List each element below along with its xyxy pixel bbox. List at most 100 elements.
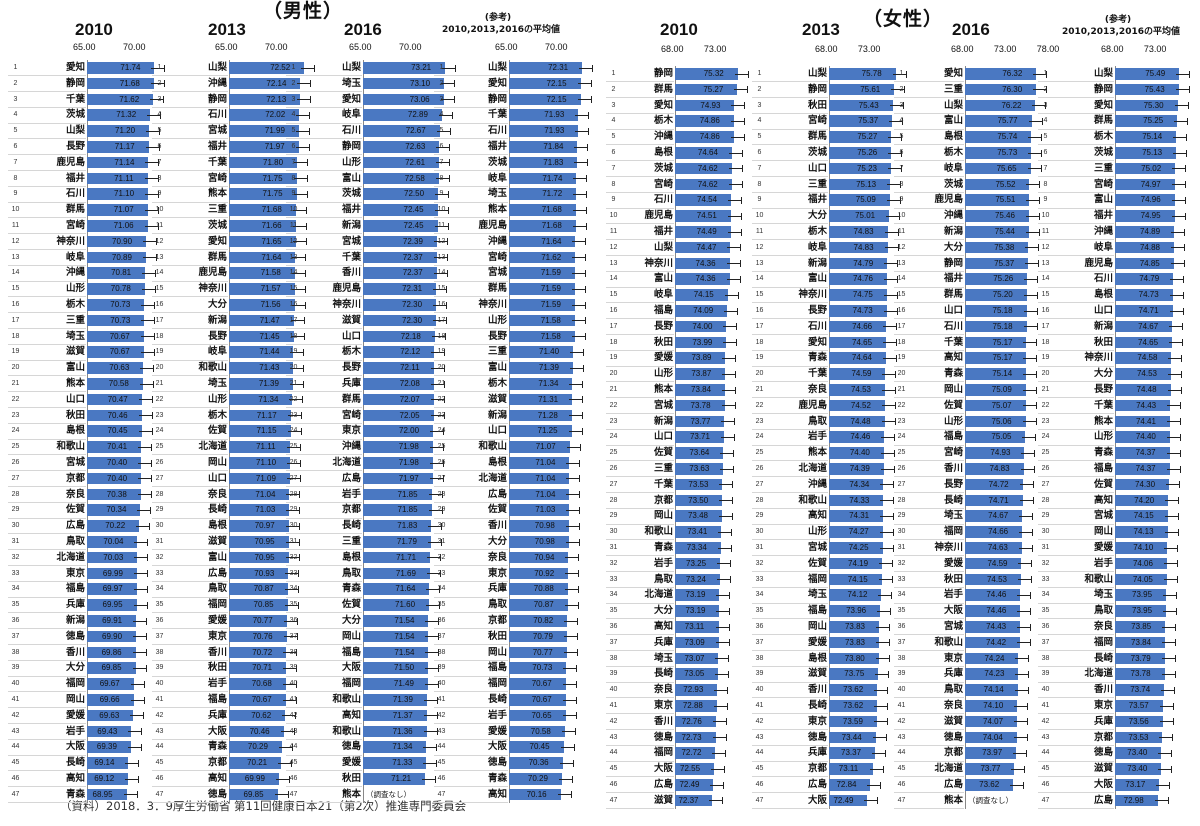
prefecture-label: 富山 bbox=[1093, 194, 1113, 206]
rank-number: 4 bbox=[899, 117, 904, 125]
prefecture-label: 和歌山 bbox=[332, 725, 361, 737]
prefecture-label: 秋田 bbox=[487, 630, 507, 642]
prefecture-label: 青森 bbox=[207, 741, 227, 753]
rank-number: 6 bbox=[899, 149, 904, 156]
bar bbox=[363, 125, 440, 137]
error-bar bbox=[565, 557, 579, 559]
row-divider bbox=[152, 754, 228, 756]
data-label: 73.63 bbox=[689, 464, 710, 473]
error-cap bbox=[138, 775, 140, 783]
data-label: 74.40 bbox=[1135, 432, 1156, 442]
rank-number: 11 bbox=[155, 222, 164, 229]
error-cap bbox=[728, 623, 730, 631]
x-tick-label: 65.00 bbox=[73, 42, 96, 52]
error-bar bbox=[730, 136, 744, 138]
data-label: 72.55 bbox=[680, 764, 701, 774]
bar-row: 42 滋賀 74.07 bbox=[894, 714, 1060, 731]
prefecture-label: 徳島 bbox=[807, 731, 827, 743]
rank-number: 8 bbox=[899, 180, 904, 188]
rank-number: 30 bbox=[155, 522, 164, 530]
prefecture-label: 徳島 bbox=[207, 788, 227, 800]
bar bbox=[229, 662, 287, 674]
bar-row: 4 富山 75.77 bbox=[894, 113, 1060, 130]
data-label: 76.32 bbox=[1002, 69, 1023, 78]
prefecture-label: 秋田 bbox=[1093, 336, 1113, 348]
data-label: 75.43 bbox=[858, 100, 879, 110]
error-cap bbox=[158, 143, 160, 151]
rank-number: 37 bbox=[609, 638, 618, 646]
error-bar bbox=[290, 336, 304, 338]
bar bbox=[87, 220, 148, 232]
bar bbox=[229, 220, 296, 232]
prefecture-label: 広島 bbox=[1093, 794, 1113, 806]
data-label: 73.77 bbox=[690, 416, 711, 426]
row-divider bbox=[434, 770, 508, 772]
data-label: 74.58 bbox=[1137, 353, 1158, 363]
error-bar bbox=[724, 310, 738, 312]
error-bar bbox=[138, 399, 152, 401]
data-label: 71.54 bbox=[394, 616, 415, 625]
error-cap bbox=[295, 696, 297, 704]
data-label: 74.88 bbox=[1139, 242, 1160, 252]
error-bar bbox=[1169, 294, 1183, 296]
error-cap bbox=[1024, 765, 1026, 773]
error-cap bbox=[163, 80, 165, 88]
prefecture-label: 佐賀 bbox=[653, 447, 673, 459]
error-cap bbox=[449, 159, 451, 167]
row-divider bbox=[606, 176, 674, 178]
rank-number: 3 bbox=[13, 95, 18, 103]
data-label: 71.80 bbox=[263, 157, 284, 167]
row-divider bbox=[434, 185, 508, 187]
data-label: 72.37 bbox=[402, 252, 423, 262]
rank-number: 11 bbox=[289, 222, 298, 229]
error-cap bbox=[725, 718, 727, 726]
row-divider bbox=[286, 691, 362, 693]
data-label: 75.74 bbox=[997, 132, 1018, 142]
data-label: 72.63 bbox=[405, 142, 426, 151]
bar-row: 19 神奈川 74.58 bbox=[1038, 350, 1200, 367]
prefecture-label: 埼玉 bbox=[807, 589, 827, 601]
rank-number: 41 bbox=[11, 696, 20, 703]
bar-row: 37 和歌山 74.42 bbox=[894, 635, 1060, 652]
bar-row: 29 岡山 73.48 bbox=[606, 508, 770, 525]
data-label: 74.89 bbox=[1140, 227, 1161, 236]
bar bbox=[229, 646, 287, 659]
error-cap bbox=[295, 712, 297, 720]
bar bbox=[675, 463, 724, 475]
bar bbox=[87, 283, 145, 295]
data-label: 70.98 bbox=[534, 521, 555, 531]
data-label: 74.41 bbox=[1135, 416, 1156, 426]
rank-number: 34 bbox=[897, 591, 906, 599]
rank-number: 26 bbox=[755, 465, 764, 472]
bar-row: 33 東京 70.92 bbox=[434, 566, 616, 582]
rank-number: 9 bbox=[157, 190, 162, 198]
prefecture-label: 長野 bbox=[207, 330, 227, 342]
bar bbox=[87, 457, 141, 469]
prefecture-label: 宮城 bbox=[65, 457, 85, 468]
rank-number: 46 bbox=[437, 775, 446, 782]
bar bbox=[229, 536, 289, 548]
error-cap bbox=[739, 260, 741, 268]
error-bar bbox=[565, 525, 579, 527]
error-bar bbox=[142, 257, 156, 259]
bar bbox=[87, 567, 137, 580]
rank-number: 20 bbox=[897, 370, 906, 378]
bar-row: 35 鳥取 73.95 bbox=[1038, 603, 1200, 620]
prefecture-label: 岡山 bbox=[207, 457, 227, 468]
bar bbox=[675, 510, 722, 522]
data-label: 71.25 bbox=[537, 426, 558, 436]
bar-row: 31 滋賀 70.95 bbox=[152, 534, 336, 551]
row-divider bbox=[606, 492, 674, 494]
prefecture-label: 奈良 bbox=[807, 384, 827, 395]
bar bbox=[675, 763, 714, 775]
bar-row: 27 広島 71.97 bbox=[286, 471, 470, 488]
bar-row: 27 千葉 73.53 bbox=[606, 477, 770, 494]
rank-number: 1 bbox=[899, 70, 904, 77]
error-bar bbox=[873, 721, 887, 723]
prefecture-label: 徳島 bbox=[943, 731, 963, 743]
rank-number: 45 bbox=[609, 765, 618, 773]
prefecture-label: 鳥取 bbox=[487, 599, 507, 611]
error-cap bbox=[438, 633, 440, 641]
error-bar bbox=[433, 241, 447, 243]
bar-row: 12 岐阜 74.88 bbox=[1038, 240, 1200, 257]
